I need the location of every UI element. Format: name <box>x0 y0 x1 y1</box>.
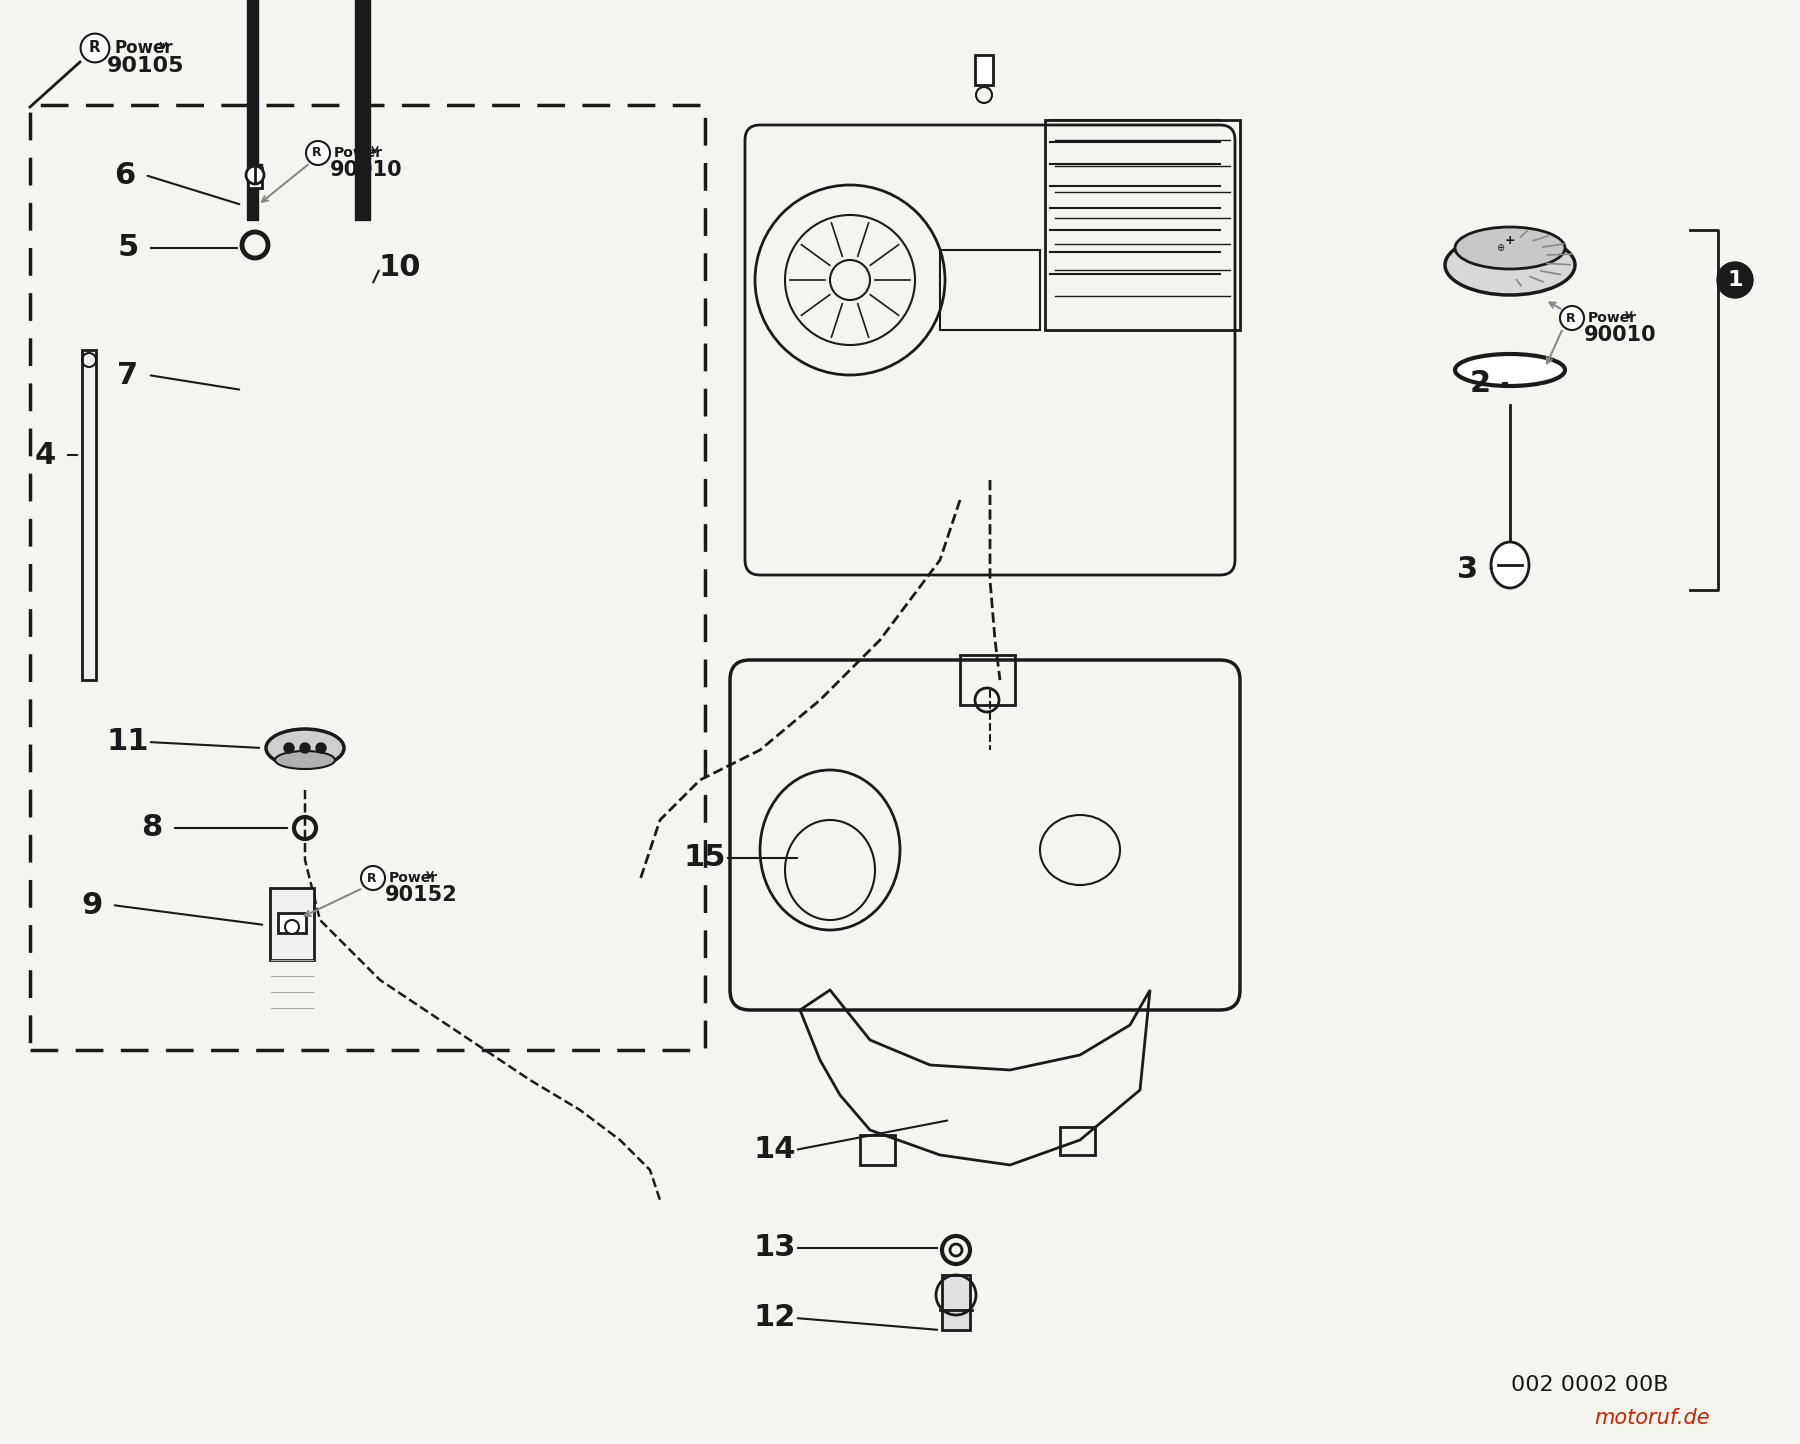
Text: 6: 6 <box>115 160 135 189</box>
Text: 4: 4 <box>34 440 56 469</box>
Ellipse shape <box>1454 227 1564 269</box>
Text: +: + <box>1505 234 1516 247</box>
Circle shape <box>1561 306 1584 331</box>
Bar <box>976 55 994 85</box>
Text: 002 0002 00B: 002 0002 00B <box>1512 1375 1669 1395</box>
Text: R: R <box>88 40 99 55</box>
Text: 9: 9 <box>81 891 103 920</box>
Bar <box>1046 120 1240 331</box>
Text: 2: 2 <box>1469 368 1490 397</box>
Text: Power: Power <box>389 871 437 885</box>
Text: Power: Power <box>1588 310 1638 325</box>
Circle shape <box>317 744 326 752</box>
Bar <box>83 349 95 680</box>
Bar <box>277 913 306 933</box>
Text: 15: 15 <box>684 843 725 872</box>
Text: 14: 14 <box>754 1135 796 1164</box>
Text: 12: 12 <box>754 1304 796 1333</box>
Circle shape <box>81 33 110 62</box>
Text: motoruf.de: motoruf.de <box>1595 1408 1710 1428</box>
Circle shape <box>284 920 299 934</box>
Text: 11: 11 <box>106 728 149 757</box>
Circle shape <box>306 142 329 165</box>
Circle shape <box>301 744 310 752</box>
Text: 90010: 90010 <box>1584 325 1656 345</box>
Circle shape <box>1717 261 1753 297</box>
Bar <box>355 0 371 219</box>
Ellipse shape <box>1471 360 1550 381</box>
Circle shape <box>362 866 385 890</box>
Ellipse shape <box>1454 354 1564 386</box>
Bar <box>1060 1126 1094 1155</box>
Bar <box>247 0 257 219</box>
Text: 5: 5 <box>117 234 139 263</box>
Text: 90152: 90152 <box>385 885 457 905</box>
Text: R: R <box>1566 312 1575 325</box>
Ellipse shape <box>1490 542 1528 588</box>
Circle shape <box>247 166 265 183</box>
Text: 90010: 90010 <box>329 160 403 180</box>
Text: 3: 3 <box>1458 556 1478 585</box>
Text: Power: Power <box>335 146 383 160</box>
Ellipse shape <box>1445 235 1575 295</box>
Text: 90105: 90105 <box>106 56 184 77</box>
Bar <box>270 888 313 960</box>
Text: Power: Power <box>113 39 173 56</box>
Ellipse shape <box>275 751 335 770</box>
Text: ⊕: ⊕ <box>1496 243 1505 253</box>
Text: 13: 13 <box>754 1233 796 1262</box>
Bar <box>940 250 1040 331</box>
Text: 1: 1 <box>1728 270 1742 290</box>
Circle shape <box>284 744 293 752</box>
Text: 7: 7 <box>117 361 139 390</box>
Bar <box>941 1275 970 1330</box>
Bar <box>959 656 1015 705</box>
Bar <box>860 1135 895 1165</box>
Text: 8: 8 <box>142 813 162 842</box>
Ellipse shape <box>266 729 344 767</box>
Bar <box>248 168 263 188</box>
Text: R: R <box>311 146 322 159</box>
Text: R: R <box>367 872 376 885</box>
Text: 10: 10 <box>378 254 421 283</box>
